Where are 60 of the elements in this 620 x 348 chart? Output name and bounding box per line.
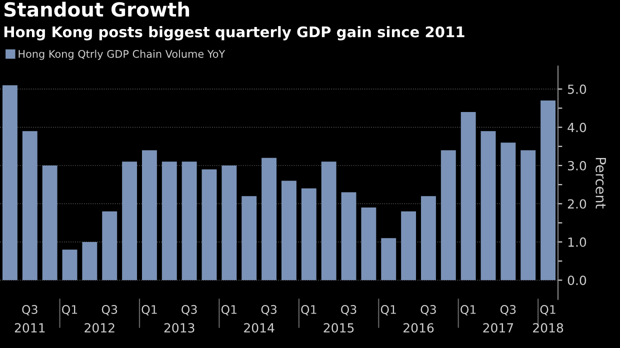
bar [520, 150, 536, 280]
y-axis-title: Percent [596, 158, 606, 208]
text: 2016 [404, 323, 434, 333]
bar [361, 208, 376, 280]
bar [460, 112, 476, 280]
x-tick-label: Q1 [142, 305, 157, 316]
chart-subtitle: Hong Kong posts biggest quarterly GDP gain since 2011 [4, 26, 464, 40]
bar [301, 188, 316, 280]
bar [102, 211, 118, 280]
text: 2013 [164, 323, 194, 333]
chart-title: Standout Growth [4, 2, 190, 17]
x-tick-label: Q3 [420, 305, 436, 316]
x-tick-label: Q1 [380, 305, 396, 316]
text: 2017 [483, 323, 514, 333]
text: 2015 [324, 323, 354, 333]
bar [262, 158, 277, 280]
x-tick-label: Q3 [22, 305, 38, 316]
bar [42, 166, 58, 280]
bar [440, 150, 456, 280]
y-tick-label: 0.0 [568, 276, 586, 286]
bar [321, 162, 336, 280]
bar [2, 85, 18, 280]
x-tick-label: Q1 [62, 305, 78, 316]
x-tick-label: Q3 [261, 305, 276, 316]
bar [142, 150, 157, 280]
bar [22, 131, 38, 280]
bar [122, 162, 138, 280]
bar [540, 100, 556, 280]
y-tick-label: 4.0 [568, 122, 586, 132]
text: 2012 [84, 323, 114, 333]
y-tick-label: 2.0 [568, 199, 586, 209]
x-tick-label: Q1 [221, 305, 236, 316]
bar [500, 142, 516, 280]
bar [281, 180, 296, 280]
text: 2011 [14, 323, 45, 333]
text: 2018 [533, 323, 564, 333]
x-tick-label: Q1 [540, 305, 556, 316]
y-tick-label: 3.0 [568, 160, 586, 170]
bar [341, 192, 356, 280]
y-tick-label: 5.0 [568, 84, 586, 94]
bar [420, 196, 436, 280]
bar [62, 250, 78, 280]
bar [82, 242, 98, 280]
bar [242, 196, 257, 280]
x-tick-label: Q3 [341, 305, 356, 316]
legend-label: Hong Kong Qtrly GDP Chain Volume YoY [18, 50, 226, 60]
bar [202, 169, 217, 280]
x-tick-label: Q3 [182, 305, 197, 316]
bar [480, 131, 496, 280]
bar [401, 211, 416, 280]
y-tick-label: 1.0 [568, 237, 586, 247]
x-tick-label: Q3 [500, 305, 516, 316]
x-tick-label: Q3 [102, 305, 118, 316]
x-tick-label: Q1 [460, 305, 476, 316]
bar [182, 162, 197, 280]
bar [162, 162, 177, 280]
x-tick-label: Q1 [301, 305, 316, 316]
bar [222, 166, 237, 280]
bar [381, 238, 396, 280]
text: 2014 [244, 323, 274, 333]
